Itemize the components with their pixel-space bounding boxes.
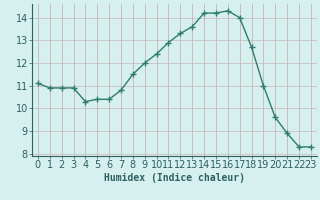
X-axis label: Humidex (Indice chaleur): Humidex (Indice chaleur) [104, 173, 245, 183]
